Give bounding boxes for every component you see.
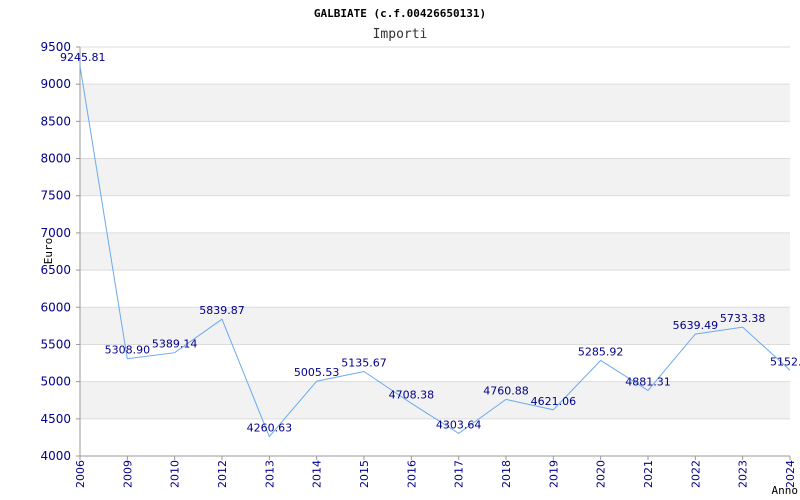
background-band bbox=[80, 232, 790, 271]
y-tick-label: 6500 bbox=[40, 263, 71, 277]
x-tick-label: 2016 bbox=[405, 460, 418, 488]
background-band bbox=[80, 121, 790, 159]
background-band bbox=[80, 418, 790, 456]
background-bands bbox=[80, 47, 790, 456]
background-band bbox=[80, 158, 790, 196]
chart-title: GALBIATE (c.f.00426650131) bbox=[314, 7, 486, 20]
x-tick-label: 2009 bbox=[121, 460, 134, 488]
y-axis-ticks: 4000 4500 5000 5500 6000 6500 7000 7500 8000 8500… bbox=[40, 40, 80, 463]
data-label: 5308.90 bbox=[105, 344, 151, 357]
data-label: 5639.49 bbox=[673, 319, 719, 332]
x-tick-label: 2014 bbox=[311, 460, 324, 488]
background-band bbox=[80, 270, 790, 308]
background-band bbox=[80, 84, 790, 122]
y-tick-label: 8000 bbox=[40, 152, 71, 166]
x-tick-label: 2020 bbox=[595, 460, 608, 488]
data-label: 5135.67 bbox=[341, 357, 387, 370]
x-tick-label: 2018 bbox=[500, 460, 513, 488]
x-tick-label: 2010 bbox=[169, 460, 182, 488]
y-tick-label: 5000 bbox=[40, 375, 71, 389]
data-label: 4621.06 bbox=[531, 395, 577, 408]
data-label: 4881.31 bbox=[625, 375, 671, 388]
y-tick-label: 5500 bbox=[40, 337, 71, 351]
data-label: 5152.5 bbox=[770, 355, 800, 368]
data-label: 4760.88 bbox=[483, 384, 529, 397]
background-band bbox=[80, 307, 790, 345]
x-tick-label: 2023 bbox=[737, 460, 750, 488]
chart-subtitle: Importi bbox=[373, 27, 428, 42]
data-label: 5733.38 bbox=[720, 312, 766, 325]
data-label: 4303.64 bbox=[436, 418, 482, 431]
background-band bbox=[80, 47, 790, 85]
data-label: 4708.38 bbox=[389, 388, 435, 401]
data-label: 4260.63 bbox=[247, 422, 293, 435]
x-tick-label: 2006 bbox=[74, 460, 87, 488]
y-axis-label: Euro bbox=[42, 238, 55, 265]
y-tick-label: 6000 bbox=[40, 300, 71, 314]
y-tick-label: 7000 bbox=[40, 226, 71, 240]
background-band bbox=[80, 381, 790, 419]
x-tick-label: 2022 bbox=[689, 460, 702, 488]
x-tick-label: 2019 bbox=[547, 460, 560, 488]
data-label: 5005.53 bbox=[294, 366, 340, 379]
data-label: 5285.92 bbox=[578, 345, 624, 358]
x-axis-label: Anno bbox=[772, 484, 799, 497]
x-tick-label: 2013 bbox=[263, 460, 276, 488]
y-tick-label: 8500 bbox=[40, 114, 71, 128]
data-label: 9245.81 bbox=[60, 51, 106, 64]
x-tick-label: 2021 bbox=[642, 460, 655, 488]
y-tick-label: 4000 bbox=[40, 449, 71, 463]
x-tick-label: 2015 bbox=[358, 460, 371, 488]
gridlines bbox=[80, 46, 790, 457]
y-tick-label: 7500 bbox=[40, 189, 71, 203]
x-tick-label: 2017 bbox=[453, 460, 466, 488]
data-label: 5839.87 bbox=[199, 304, 245, 317]
x-axis-ticks: 2006 2009 2010 2012 2013 2014 2015 2016 2017 2018… bbox=[74, 456, 797, 488]
data-labels: 9245.81 5308.90 5389.14 5839.87 4260.63 5005.… bbox=[60, 51, 800, 435]
x-tick-label: 2024 bbox=[784, 460, 797, 488]
data-label: 5389.14 bbox=[152, 338, 198, 351]
background-band bbox=[80, 195, 790, 233]
y-tick-label: 4500 bbox=[40, 412, 71, 426]
x-tick-label: 2012 bbox=[216, 460, 229, 488]
y-tick-label: 9500 bbox=[40, 40, 71, 54]
y-tick-label: 9000 bbox=[40, 77, 71, 91]
series-line bbox=[79, 65, 791, 438]
